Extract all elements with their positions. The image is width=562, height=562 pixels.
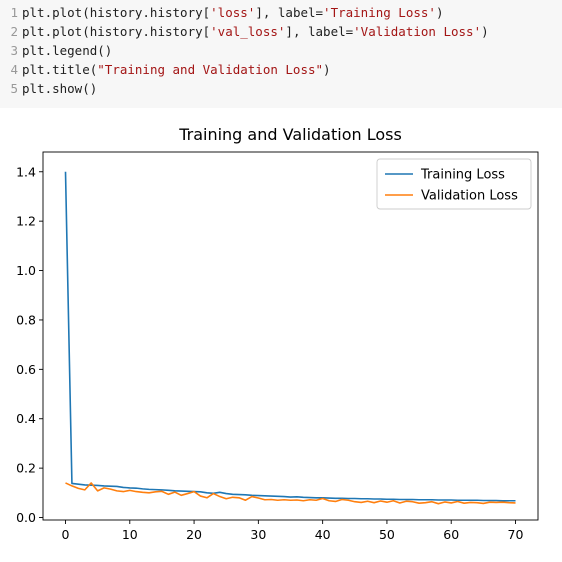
chart-title: Training and Validation Loss [178,125,402,144]
y-tick-label: 1.2 [16,214,36,229]
line-number: 2 [10,24,18,39]
code-line[interactable]: 4 plt.title("Training and Validation Loss… [0,60,331,79]
code-string: 'Validation Loss' [353,24,482,39]
code-string: 'val_loss' [210,24,286,39]
code-string: 'Training Loss' [323,5,436,20]
code-cell[interactable]: 1 plt.plot(history.history['loss'], label… [0,0,562,108]
series-line [65,482,516,505]
code-string: 'loss' [210,5,256,20]
loss-chart: Training and Validation Loss 0 10 20 30 40 50 6… [16,125,539,542]
code-token: ], label= [285,24,354,39]
legend-label: Training Loss [420,168,505,183]
x-tick-label: 30 [250,527,266,542]
y-tick-label: 1.4 [16,164,36,179]
y-tick-label: 0.8 [16,312,36,327]
line-number: 5 [10,81,18,96]
code-token: plt.show() [22,81,98,96]
code-line[interactable]: 1 plt.plot(history.history['loss'], label… [0,3,443,22]
x-tick-label: 10 [122,527,138,542]
code-token: ], label= [255,5,324,20]
legend-box [376,158,532,210]
code-string: "Training and Validation Loss" [97,62,324,77]
x-tick-label: 0 [62,527,70,542]
code-token: plt.plot(history.history[ [22,5,211,20]
x-tick-label: 70 [508,527,524,542]
code-token: ) [481,24,489,39]
x-tick-label: 50 [379,527,395,542]
line-number: 4 [10,62,18,77]
y-tick-label: 0.4 [16,411,36,426]
x-tick-label: 20 [186,527,202,542]
cell-output: Training and Validation Loss 0 10 20 30 40 50 6… [0,108,562,558]
code-token: plt.legend() [22,43,113,58]
code-token: plt.plot(history.history[ [22,24,211,39]
series-line [64,171,516,502]
code-token: ) [435,5,444,20]
x-tick-label: 40 [315,527,331,542]
code-token: plt.title( [22,62,98,77]
code-token: ) [323,62,331,77]
legend-label: Validation Loss [421,189,518,204]
code-line[interactable]: 2 plt.plot(history.history['val_loss'], l… [0,22,489,41]
plot-frame [42,151,539,521]
code-line[interactable]: 5 plt.show() [0,79,97,98]
y-tick-label: 0.6 [16,362,36,377]
line-number: 1 [10,5,18,20]
x-tick-label: 60 [443,527,459,542]
y-tick-label: 1.0 [16,263,36,278]
line-number: 3 [10,43,18,58]
code-line[interactable]: 3 plt.legend() [0,41,112,60]
y-tick-label: 0.2 [16,461,36,476]
y-tick-label: 0.0 [16,510,36,525]
